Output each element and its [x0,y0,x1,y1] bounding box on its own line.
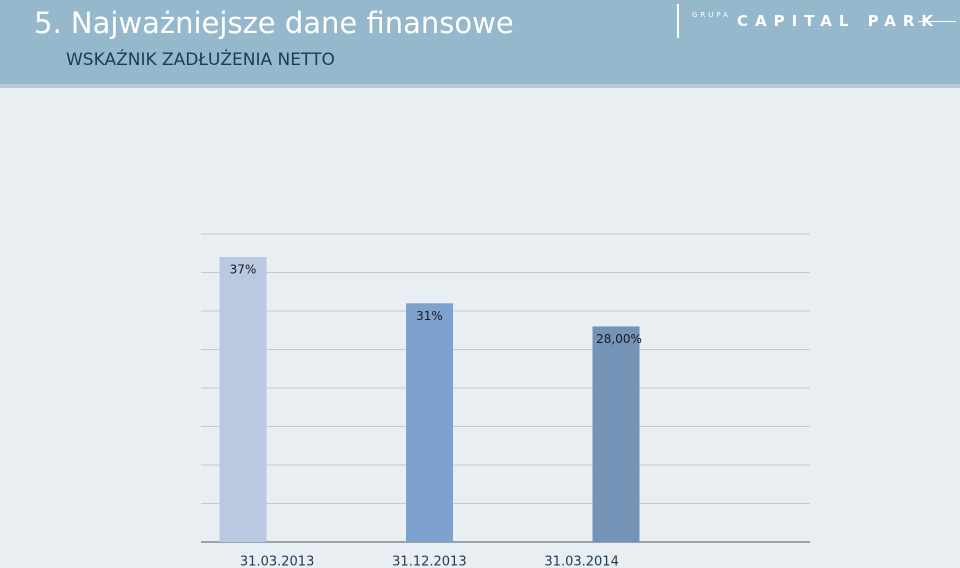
bar [219,257,267,542]
slide-title: 5. Najważniejsze dane finansowe [34,6,514,40]
x-tick-label: 31.03.2014 [544,555,618,568]
header: 5. Najważniejsze dane finansowe WSKAŹNIK… [0,0,960,88]
logo-line [918,21,956,22]
data-label: 31% [416,309,443,323]
data-label: 37% [230,263,257,277]
logo-group: GRUPA [692,11,731,19]
bar [406,303,453,542]
bar [592,326,640,542]
logo-divider [677,4,679,38]
data-label: 28,00% [596,332,642,346]
x-tick-label: 31.03.2013 [240,555,314,568]
x-tick-label: 31.12.2013 [392,555,466,568]
slide-subtitle: WSKAŹNIK ZADŁUŻENIA NETTO [66,50,335,70]
logo-name: CAPITAL PARK [737,12,941,30]
